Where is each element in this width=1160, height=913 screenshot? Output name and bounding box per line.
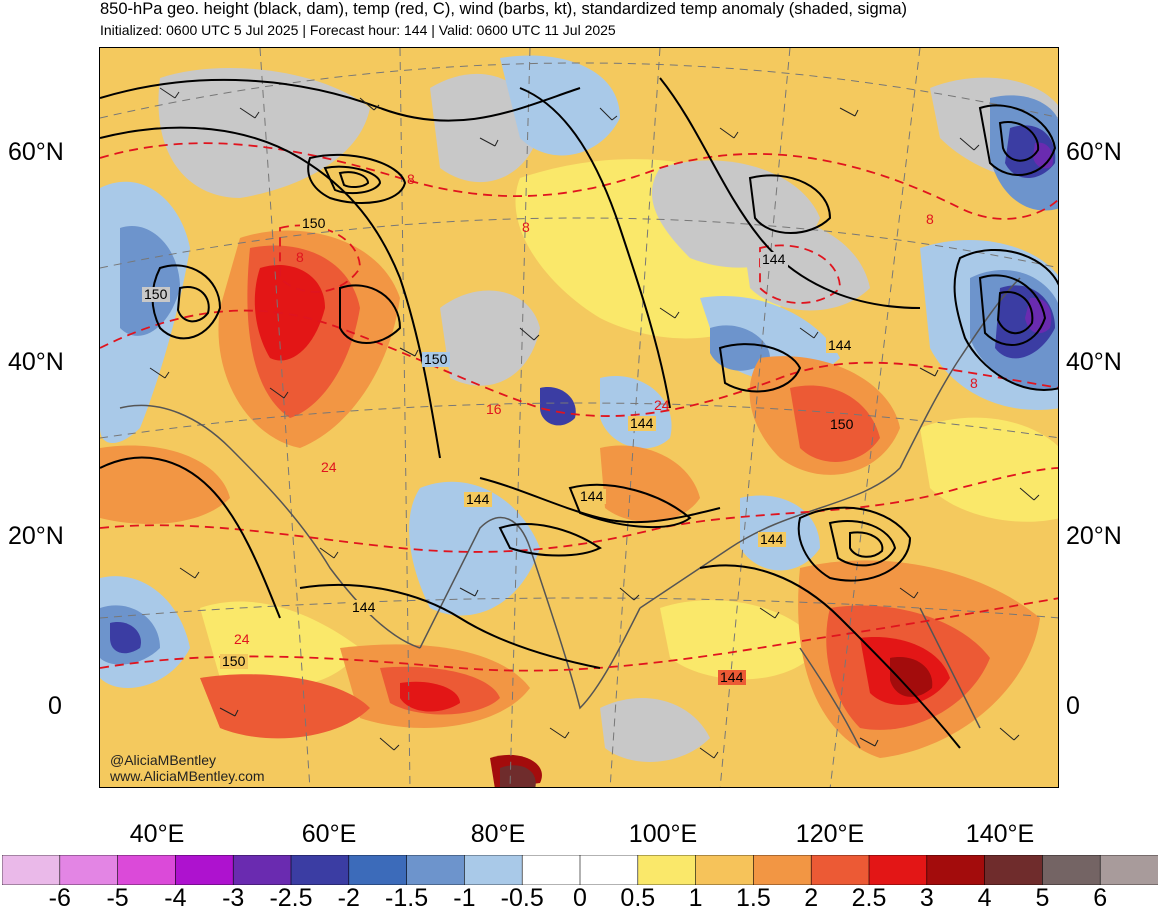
colorbar-swatch	[579, 855, 639, 885]
lat-label-right: 0	[1066, 692, 1080, 720]
colorbar-swatch	[810, 855, 870, 885]
height-label: 144	[630, 415, 654, 431]
lon-label: 40°E	[129, 820, 185, 848]
colorbar-tick-label: -0.5	[500, 884, 544, 912]
colorbar-swatch	[868, 855, 928, 885]
height-label: 144	[762, 251, 786, 267]
lat-label-left: 40°N	[8, 348, 64, 376]
temp-label: 24	[234, 631, 250, 647]
lat-label-right: 40°N	[1066, 348, 1122, 376]
height-label: 144	[580, 488, 604, 504]
colorbar-tick-label: -6	[48, 884, 71, 912]
temp-label: 24	[654, 397, 670, 413]
colorbar-swatch	[464, 855, 523, 885]
colorbar-swatch	[59, 855, 119, 885]
credit-handle: @AliciaMBentley	[110, 752, 217, 768]
lon-label: 120°E	[795, 820, 865, 848]
temp-contour-labels: 8 8 8 16 24 24 24 8 8	[234, 171, 978, 647]
temp-label: 24	[321, 459, 337, 475]
colorbar-tick-label: -2	[337, 884, 360, 912]
height-label: 150	[222, 653, 246, 669]
chart-subtitle: Initialized: 0600 UTC 5 Jul 2025 | Forec…	[100, 22, 616, 38]
colorbar-tick-label: 2	[804, 884, 819, 912]
height-label: 144	[466, 491, 490, 507]
colorbar-tick-label: 0	[573, 884, 587, 912]
colorbar-tick-label: 0.5	[620, 884, 656, 912]
colorbar-tick-label: -1.5	[385, 884, 429, 912]
colorbar-tick-label: 2.5	[851, 884, 887, 912]
temp-label: 8	[296, 249, 304, 265]
colorbar-swatch	[1099, 855, 1158, 885]
colorbar-swatch	[406, 855, 466, 885]
lat-label-left: 20°N	[8, 522, 64, 550]
temp-label: 8	[970, 375, 978, 391]
height-label: 144	[760, 531, 784, 547]
colorbar-swatch	[232, 855, 292, 885]
height-contours	[100, 77, 1058, 749]
height-label: 144	[352, 599, 376, 615]
lat-label-left: 0	[48, 692, 62, 720]
colorbar-swatch	[2, 855, 61, 885]
anomaly-brown	[500, 765, 536, 787]
colorbar-swatch	[695, 855, 755, 885]
colorbar-swatch	[984, 855, 1044, 885]
credit-website: www.AliciaMBentley.com	[110, 768, 265, 784]
colorbar-swatch	[348, 855, 408, 885]
colorbar-swatch	[521, 855, 581, 885]
map-canvas: 150 150 150 144 144 144 144 144 144 150 …	[100, 48, 1058, 787]
height-contour-labels: 150 150 150 144 144 144 144 144 144 150 …	[142, 215, 856, 685]
colorbar-tick-label: 4	[977, 884, 992, 912]
colorbar-tick-label: 3	[919, 884, 934, 912]
colorbar-swatch	[175, 855, 234, 885]
height-label: 150	[144, 286, 168, 302]
colorbar	[2, 855, 1158, 885]
colorbar-tick-label: -2.5	[269, 884, 313, 912]
height-label: 144	[720, 669, 744, 685]
colorbar-tick-label: 1	[688, 884, 703, 912]
temp-label: 8	[407, 171, 415, 187]
colorbar-tick-label: 1.5	[736, 884, 771, 912]
colorbar-tick-label: 6	[1093, 884, 1108, 912]
colorbar-tick-label: -3	[222, 884, 245, 912]
height-label: 150	[302, 215, 326, 231]
temp-label: 8	[926, 211, 934, 227]
colorbar-swatch	[926, 855, 986, 885]
lat-label-right: 60°N	[1066, 138, 1122, 166]
lon-label: 140°E	[965, 820, 1035, 848]
colorbar-swatch	[290, 855, 350, 885]
lon-label: 100°E	[628, 820, 698, 848]
lon-label: 60°E	[301, 820, 357, 848]
anomaly-gray	[158, 68, 1058, 762]
colorbar-tick-label: -5	[106, 884, 129, 912]
height-label: 150	[830, 416, 854, 432]
temp-label: 8	[522, 219, 530, 235]
colorbar-swatch	[1042, 855, 1102, 885]
lat-label-left: 60°N	[8, 138, 64, 166]
wind-barbs	[149, 87, 1040, 759]
height-label: 144	[828, 337, 852, 353]
graticule	[100, 48, 1058, 787]
lat-label-right: 20°N	[1066, 522, 1122, 550]
colorbar-swatch	[753, 855, 813, 885]
colorbar-tick-label: 5	[1035, 884, 1050, 912]
colorbar-swatch	[117, 855, 177, 885]
colorbar-tick-label: -4	[164, 884, 187, 912]
colorbar-tick-label: -1	[453, 884, 476, 912]
chart-title: 850-hPa geo. height (black, dam), temp (…	[100, 0, 908, 18]
temp-label: 16	[486, 401, 502, 417]
map-panel: 150 150 150 144 144 144 144 144 144 150 …	[99, 47, 1059, 788]
lon-label: 80°E	[470, 820, 526, 848]
colorbar-swatch	[637, 855, 697, 885]
height-label: 150	[424, 351, 448, 367]
